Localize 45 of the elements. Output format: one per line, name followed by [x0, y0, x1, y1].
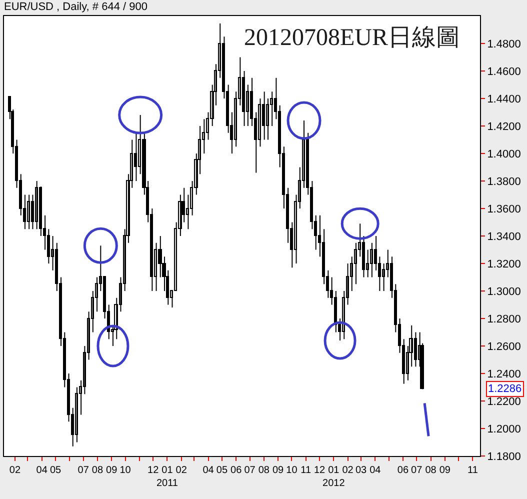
x-tick-label: 05	[50, 465, 62, 476]
y-tick-label: 1.3800	[487, 176, 521, 188]
y-tick-label: 1.3200	[487, 258, 521, 270]
x-tick-label: 12	[148, 465, 160, 476]
x-tick-label: 11	[300, 465, 312, 476]
x-tick-label: 07	[78, 465, 90, 476]
chart-title: 20120708EUR日線圖	[244, 25, 460, 51]
x-tick-label: 06	[397, 465, 409, 476]
x-tick-label: 07	[411, 465, 423, 476]
y-tick-label: 1.2600	[487, 340, 521, 353]
x-tick-label: 04	[36, 465, 48, 476]
x-tick-label: 09	[272, 465, 284, 476]
y-tick-label: 1.4200	[487, 120, 521, 133]
x-tick-label: 09	[106, 465, 118, 476]
text: EUR/USD , Daily, # 644 / 900	[4, 1, 148, 13]
x-tick-label: 10	[286, 465, 298, 476]
y-tick-label: 1.3000	[487, 286, 521, 298]
x-tick-label: 09	[439, 465, 451, 476]
x-tick-label: 02	[176, 465, 188, 476]
text: 1.2286	[488, 383, 522, 395]
x-tick-label: 07	[244, 465, 256, 476]
y-tick-label: 1.2000	[487, 423, 521, 436]
x-tick-label: 08	[258, 465, 270, 476]
x-tick-label: 04	[202, 465, 214, 476]
x-tick-label: 02	[9, 465, 21, 476]
y-tick-label: 1.3600	[487, 203, 521, 216]
x-tick-label: 10	[120, 465, 132, 476]
x-tick-label: 06	[230, 465, 242, 476]
y-tick-label: 1.4400	[487, 93, 521, 106]
x-tick-label: 11	[468, 465, 478, 476]
y-tick-label: 1.4800	[487, 38, 521, 50]
y-tick-label: 1.1800	[487, 450, 521, 463]
x-tick-label: 08	[425, 465, 437, 476]
x-tick-label: 05	[216, 465, 228, 476]
x-tick-label: 02	[342, 465, 354, 476]
x-tick-label: 04	[370, 465, 382, 476]
y-tick-label: 1.2400	[487, 368, 521, 380]
y-tick-label: 1.4600	[487, 66, 521, 78]
y-tick-label: 1.3400	[487, 230, 521, 243]
x-tick-label: 03	[355, 465, 367, 476]
x-tick-label: 12	[314, 465, 326, 476]
y-tick-label: 1.2800	[487, 313, 521, 326]
y-tick-label: 1.4000	[487, 148, 521, 160]
y-tick-label: 1.2200	[487, 396, 521, 408]
x-tick-label: 08	[92, 465, 104, 476]
